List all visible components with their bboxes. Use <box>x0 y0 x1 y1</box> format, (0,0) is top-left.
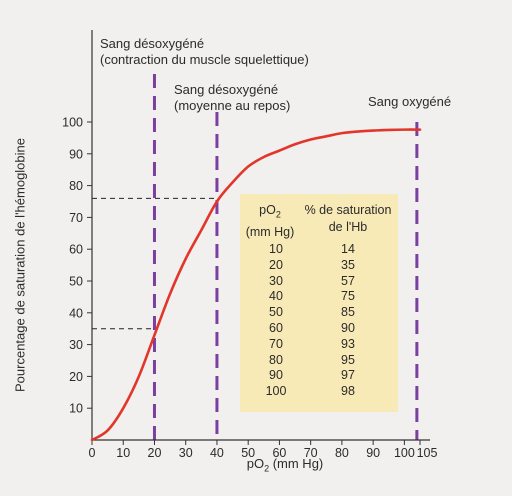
x-tick-label: 0 <box>89 446 96 460</box>
y-tick-label: 20 <box>69 370 83 384</box>
y-tick-label: 60 <box>69 243 83 257</box>
annotation-muscle: Sang désoxygéné (contraction du muscle s… <box>100 36 309 68</box>
table-column-saturation: 14 35 57 75 85 90 93 95 97 98 <box>328 242 368 400</box>
x-axis-label-unit: (mm Hg) <box>269 456 324 471</box>
table-cell-po2: 40 <box>269 289 283 304</box>
reference-lines <box>152 74 419 440</box>
x-tick-label: 70 <box>304 446 318 460</box>
annotation-muscle-title: Sang désoxygéné <box>100 36 205 51</box>
y-tick-label: 100 <box>62 116 83 130</box>
table-cell-saturation: 57 <box>341 273 355 288</box>
x-tick-label: 105 <box>417 446 438 460</box>
annotation-oxygenated: Sang oxygéné <box>368 94 452 109</box>
y-tick-label: 90 <box>69 147 83 161</box>
table-header-po2: pO2 (mm Hg) <box>242 202 298 241</box>
saturation-table: pO2 (mm Hg) % de saturation de l'Hb 10 20 3… <box>240 194 398 412</box>
table-cell-po2: 60 <box>269 320 283 335</box>
tick-labels: 0 10 20 30 40 50 60 70 80 90 100 105102030405060708… <box>62 116 437 461</box>
table-cell-saturation: 90 <box>341 320 355 335</box>
guide-lines <box>92 197 217 330</box>
x-tick-label: 60 <box>272 446 286 460</box>
table-cell-po2: 80 <box>269 352 283 367</box>
table-cell-saturation: 85 <box>341 305 355 320</box>
table-cell-po2: 90 <box>269 368 283 383</box>
table-header-po2-unit: (mm Hg) <box>245 224 295 239</box>
y-tick-label: 80 <box>69 179 83 193</box>
table-cell-saturation: 14 <box>341 242 355 256</box>
table-header-po2-sub: 2 <box>275 209 281 220</box>
x-axis-label: pO2 (mm Hg) <box>247 456 324 474</box>
x-tick-label: 90 <box>366 446 380 460</box>
x-tick-label: 20 <box>148 446 162 460</box>
table-cell-po2: 50 <box>269 305 283 320</box>
annotation-rest: Sang désoxygéné (moyenne au repos) <box>174 82 290 114</box>
table-cell-saturation: 97 <box>341 368 355 383</box>
y-tick-label: 10 <box>69 402 83 416</box>
y-tick-label: 30 <box>69 338 83 352</box>
y-tick-label: 50 <box>69 275 83 289</box>
table-column-po2: 10 20 30 40 50 60 70 80 90 100 <box>256 242 296 400</box>
saturation-curve <box>90 128 422 442</box>
x-axis-label-sub: 2 <box>264 463 270 474</box>
annotation-rest-subtitle: (moyenne au repos) <box>174 98 291 113</box>
table-cell-po2: 30 <box>269 273 283 288</box>
table-cell-po2: 100 <box>265 384 287 399</box>
annotation-rest-title: Sang désoxygéné <box>174 82 279 97</box>
table-cell-po2: 10 <box>269 242 283 256</box>
table-header-po2-main: pO <box>259 203 276 217</box>
x-tick-label: 50 <box>241 446 255 460</box>
table-cell-po2: 70 <box>269 336 283 351</box>
x-tick-label: 40 <box>210 446 224 460</box>
x-tick-label: 100 <box>394 446 415 460</box>
table-cell-saturation: 95 <box>341 352 355 367</box>
annotation-muscle-subtitle: (contraction du muscle squelettique) <box>100 52 309 67</box>
table-cell-saturation: 93 <box>341 336 355 351</box>
y-axis-label: Pourcentage de saturation de l'hémoglobi… <box>12 138 28 392</box>
table-cell-po2: 20 <box>269 257 283 272</box>
x-tick-label: 10 <box>116 446 130 460</box>
table-cell-saturation: 98 <box>341 384 355 399</box>
table-header-saturation: % de saturation de l'Hb <box>304 203 392 234</box>
y-tick-label: 70 <box>69 211 83 225</box>
x-tick-label: 30 <box>179 446 193 460</box>
axes <box>87 30 430 445</box>
table-cell-saturation: 35 <box>341 257 355 272</box>
x-tick-label: 80 <box>335 446 349 460</box>
table-cell-saturation: 75 <box>341 289 355 304</box>
x-axis-label-main: pO <box>246 456 265 471</box>
y-tick-label: 40 <box>69 306 83 320</box>
